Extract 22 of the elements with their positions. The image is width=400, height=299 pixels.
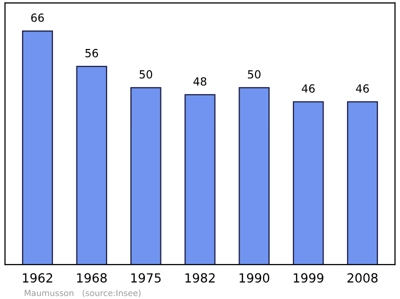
bar xyxy=(347,101,378,265)
x-tick-label: 1968 xyxy=(77,273,107,283)
x-tick-label: 1982 xyxy=(185,273,215,283)
data-label: 56 xyxy=(85,48,98,58)
x-tick-label: 1975 xyxy=(131,273,161,283)
x-tick-label: 1990 xyxy=(240,273,270,283)
x-tick-label: 2008 xyxy=(348,273,378,283)
data-label: 46 xyxy=(356,84,369,93)
data-label: 48 xyxy=(193,77,206,86)
data-label: 66 xyxy=(31,14,44,22)
x-tick-label: 1999 xyxy=(294,273,324,283)
data-label: 50 xyxy=(140,70,152,79)
data-label: 50 xyxy=(248,70,260,79)
bar xyxy=(22,30,53,265)
text: Maumusson (source:Insee) xyxy=(24,290,141,298)
x-tick-label: 1962 xyxy=(22,273,52,283)
bar xyxy=(130,87,162,265)
bar xyxy=(184,94,216,265)
bar xyxy=(238,87,270,265)
bar xyxy=(292,101,324,265)
data-label: 46 xyxy=(302,84,315,93)
bar xyxy=(76,66,108,265)
